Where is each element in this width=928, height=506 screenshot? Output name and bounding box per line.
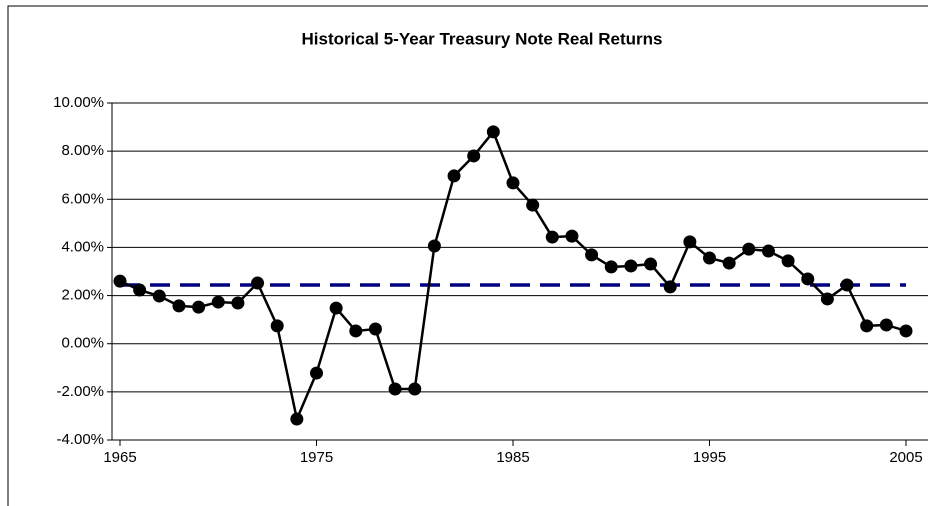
data-point — [427, 239, 441, 253]
data-point — [879, 318, 893, 332]
y-tick-label: 8.00% — [61, 142, 104, 159]
data-point — [447, 169, 461, 183]
data-point — [329, 301, 343, 315]
data-point — [133, 283, 147, 297]
data-point — [663, 280, 677, 294]
data-point — [290, 412, 304, 426]
data-point — [467, 149, 481, 163]
data-point — [270, 319, 284, 333]
data-point — [565, 229, 579, 243]
data-point — [172, 299, 186, 313]
data-point — [781, 254, 795, 268]
data-point — [899, 324, 913, 338]
x-tick-label: 1985 — [496, 449, 529, 466]
x-tick-label: 1965 — [103, 449, 136, 466]
data-point — [113, 274, 127, 288]
data-point — [624, 259, 638, 273]
x-tick-label: 2005 — [889, 449, 922, 466]
y-tick-label: 0.00% — [61, 335, 104, 352]
x-tick-label: 1995 — [693, 449, 726, 466]
data-point — [408, 382, 422, 396]
y-tick-label: -2.00% — [56, 383, 104, 400]
data-point — [742, 242, 756, 256]
data-point — [211, 295, 225, 309]
chart-frame — [7, 5, 928, 506]
data-point — [486, 125, 500, 139]
data-point — [761, 244, 775, 258]
data-point — [820, 292, 834, 306]
data-point — [310, 366, 323, 380]
y-tick-label: 2.00% — [61, 287, 104, 304]
data-point — [526, 198, 540, 212]
x-tick-label: 1975 — [300, 449, 333, 466]
data-point — [231, 296, 245, 310]
data-point — [545, 230, 559, 244]
data-point — [506, 176, 520, 190]
data-point — [251, 276, 265, 290]
y-tick-label: 10.00% — [53, 94, 104, 111]
y-tick-label: 6.00% — [61, 190, 104, 207]
y-tick-label: -4.00% — [56, 431, 104, 448]
data-point — [722, 256, 736, 270]
data-point — [801, 272, 815, 286]
data-point — [368, 322, 382, 336]
data-point — [585, 248, 599, 262]
data-point — [388, 382, 402, 396]
data-point — [349, 324, 363, 338]
data-point — [192, 300, 206, 314]
data-point — [683, 235, 697, 249]
data-point — [703, 251, 716, 265]
data-point — [604, 260, 618, 274]
data-point — [860, 319, 874, 333]
data-point — [644, 257, 658, 271]
data-point — [840, 278, 854, 292]
y-tick-label: 4.00% — [61, 238, 104, 255]
data-point — [152, 289, 166, 303]
chart-title: Historical 5-Year Treasury Note Real Ret… — [302, 29, 663, 48]
